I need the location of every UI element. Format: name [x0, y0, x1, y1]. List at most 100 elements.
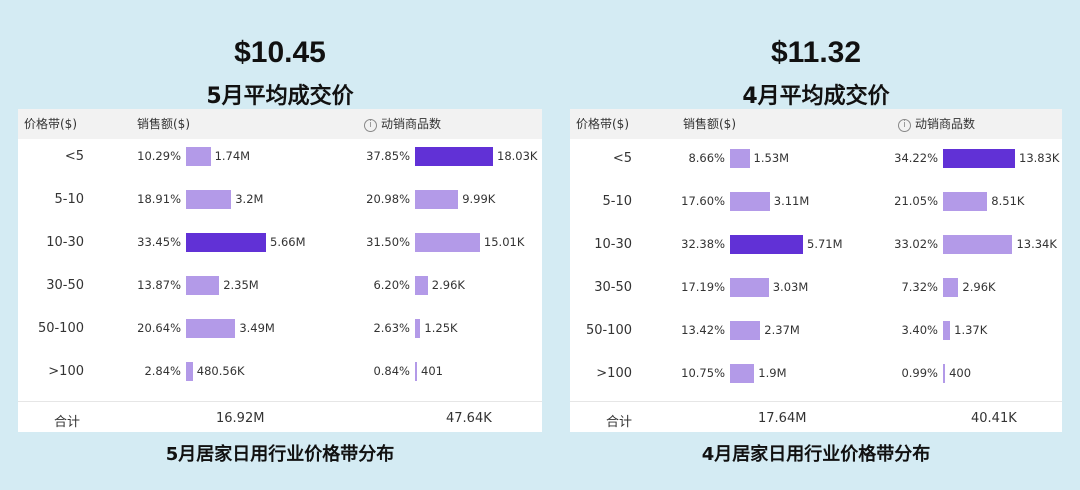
price-band-label: 50-100	[37, 321, 84, 336]
products-bar	[415, 190, 459, 209]
price-band-label: 10-30	[594, 237, 632, 252]
sales-bar	[730, 321, 761, 340]
sales-share: 32.38%	[681, 237, 725, 251]
sales-share: 20.64%	[137, 321, 181, 335]
sales-share: 10.29%	[137, 149, 181, 163]
sales-share: 13.87%	[137, 278, 181, 292]
products-value: 8.51K	[991, 194, 1025, 208]
avg-price-label: 5月平均成交价	[206, 84, 354, 109]
total-label: 合计	[606, 415, 633, 430]
total-row: 合计 17.64M 40.41K	[570, 401, 1062, 433]
price-band-label: 10-30	[46, 235, 84, 250]
header-band: 价格带($)	[24, 117, 77, 131]
products-share: 0.84%	[373, 364, 410, 378]
sales-value: 2.37M	[764, 323, 800, 337]
sales-share: 18.91%	[137, 192, 181, 206]
table-row: >100 10.75% 1.9M 0.99% 400	[570, 353, 1062, 396]
table-row: 50-100 20.64% 3.49M 2.63% 1.25K	[18, 308, 542, 351]
products-value: 13.83K	[1019, 151, 1060, 165]
products-value: 13.34K	[1016, 237, 1057, 251]
products-share: 37.85%	[366, 149, 410, 163]
products-value: 18.03K	[497, 149, 538, 163]
products-bar	[943, 321, 951, 340]
price-band-label: >100	[596, 366, 632, 381]
table-row: 5-10 17.60% 3.11M 21.05% 8.51K	[570, 181, 1062, 224]
sales-bar	[730, 364, 755, 383]
products-bar	[943, 149, 1015, 168]
total-sales: 17.64M	[758, 411, 807, 426]
price-band-table: 价格带($) 销售额($) i 动销商品数 <5 8.66% 1.53M 34.22% 1…	[570, 109, 1062, 432]
sales-share: 33.45%	[137, 235, 181, 249]
table-row: <5 10.29% 1.74M 37.85% 18.03K	[18, 136, 542, 179]
products-bar	[415, 319, 421, 338]
header-products-wrap: i 动销商品数	[898, 115, 975, 132]
sales-bar	[730, 192, 770, 211]
products-value: 9.99K	[462, 192, 496, 206]
products-share: 0.99%	[901, 366, 938, 380]
products-bar	[415, 233, 480, 252]
sales-value: 3.49M	[239, 321, 275, 335]
sales-bar	[186, 147, 211, 166]
products-share: 34.22%	[894, 151, 938, 165]
products-bar	[943, 235, 1013, 254]
table-row: 30-50 17.19% 3.03M 7.32% 2.96K	[570, 267, 1062, 310]
chart-caption: 4月居家日用行业价格带分布	[701, 444, 931, 465]
avg-price: $10.45	[234, 36, 326, 69]
products-bar	[943, 192, 988, 211]
table-row: 30-50 13.87% 2.35M 6.20% 2.96K	[18, 265, 542, 308]
price-band-label: 30-50	[46, 278, 84, 293]
avg-price-label: 4月平均成交价	[742, 84, 890, 109]
sales-value: 5.71M	[807, 237, 843, 251]
table-row: 10-30 33.45% 5.66M 31.50% 15.01K	[18, 222, 542, 265]
panel-april: $11.32 4月平均成交价 价格带($) 销售额($) i 动销商品数 <5 8.…	[570, 0, 1062, 490]
products-bar	[415, 362, 417, 381]
sales-share: 10.75%	[681, 366, 725, 380]
chart-caption: 5月居家日用行业价格带分布	[165, 444, 395, 465]
products-share: 21.05%	[894, 194, 938, 208]
products-value: 1.37K	[954, 323, 988, 337]
products-value: 401	[421, 364, 443, 378]
sales-bar	[186, 276, 220, 295]
sales-bar	[730, 149, 750, 168]
sales-bar	[186, 362, 193, 381]
avg-price: $11.32	[770, 36, 862, 69]
sales-share: 2.84%	[144, 364, 181, 378]
total-label: 合计	[54, 415, 81, 430]
total-row: 合计 16.92M 47.64K	[18, 401, 542, 433]
header-sales: 销售额($)	[683, 117, 736, 131]
sales-value: 3.2M	[235, 192, 264, 206]
price-band-table: 价格带($) 销售额($) i 动销商品数 <5 10.29% 1.74M 37.85%…	[18, 109, 542, 432]
products-share: 2.63%	[373, 321, 410, 335]
table-row: 50-100 13.42% 2.37M 3.40% 1.37K	[570, 310, 1062, 353]
products-bar	[943, 278, 959, 297]
products-value: 2.96K	[962, 280, 996, 294]
price-band-label: 5-10	[54, 192, 84, 207]
sales-value: 3.11M	[773, 194, 810, 208]
price-band-label: <5	[612, 151, 632, 166]
sales-share: 17.19%	[681, 280, 725, 294]
header-sales: 销售额($)	[137, 117, 190, 131]
table-row: <5 8.66% 1.53M 34.22% 13.83K	[570, 138, 1062, 181]
info-icon[interactable]: i	[364, 119, 377, 132]
sales-value: 480.56K	[196, 364, 245, 378]
sales-bar	[186, 233, 266, 252]
products-value: 1.25K	[424, 321, 458, 335]
sales-value: 1.74M	[214, 149, 251, 163]
header-products: 动销商品数	[915, 117, 976, 131]
table-row: 10-30 32.38% 5.71M 33.02% 13.34K	[570, 224, 1062, 267]
sales-bar	[186, 319, 236, 338]
sales-bar	[730, 278, 769, 297]
products-share: 3.40%	[901, 323, 938, 337]
table-header: 价格带($) 销售额($) i 动销商品数	[570, 109, 1062, 139]
products-share: 31.50%	[366, 235, 410, 249]
info-icon[interactable]: i	[898, 119, 911, 132]
sales-share: 8.66%	[688, 151, 725, 165]
products-bar	[415, 276, 428, 295]
sales-bar	[186, 190, 232, 209]
header-products-wrap: i 动销商品数	[364, 115, 441, 132]
price-band-label: <5	[64, 149, 84, 164]
sales-share: 17.60%	[681, 194, 725, 208]
price-band-label: 30-50	[594, 280, 632, 295]
price-band-label: >100	[48, 364, 84, 379]
sales-value: 1.53M	[753, 151, 790, 165]
